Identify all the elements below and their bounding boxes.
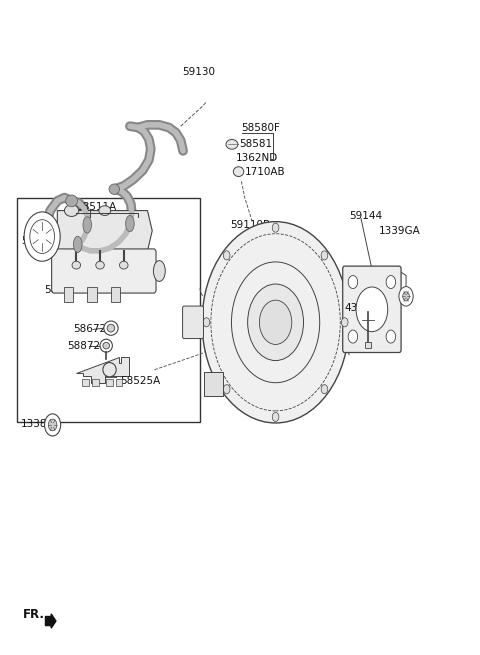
- Circle shape: [272, 413, 279, 421]
- Text: 1710AB: 1710AB: [245, 166, 286, 177]
- Circle shape: [386, 276, 396, 289]
- Bar: [92, 379, 98, 386]
- Ellipse shape: [96, 261, 104, 269]
- Circle shape: [202, 221, 349, 423]
- Bar: [63, 288, 73, 301]
- FancyBboxPatch shape: [182, 306, 204, 339]
- Polygon shape: [57, 211, 152, 251]
- Circle shape: [30, 219, 55, 253]
- Text: 1338BB: 1338BB: [21, 419, 61, 428]
- Ellipse shape: [66, 195, 77, 207]
- Ellipse shape: [120, 261, 128, 269]
- Ellipse shape: [233, 167, 244, 176]
- Ellipse shape: [154, 261, 165, 282]
- Text: 58525A: 58525A: [120, 376, 161, 386]
- Ellipse shape: [103, 363, 116, 377]
- Text: 58872: 58872: [67, 341, 100, 350]
- Ellipse shape: [356, 287, 388, 331]
- FancyBboxPatch shape: [343, 266, 401, 352]
- Circle shape: [341, 318, 348, 327]
- Circle shape: [48, 419, 57, 431]
- Circle shape: [321, 251, 328, 260]
- Circle shape: [399, 287, 413, 306]
- Ellipse shape: [103, 343, 109, 349]
- Bar: [106, 379, 113, 386]
- Text: 58581: 58581: [239, 140, 272, 149]
- Text: 59130: 59130: [182, 67, 215, 77]
- Ellipse shape: [99, 206, 111, 215]
- Bar: [111, 288, 120, 301]
- Circle shape: [386, 330, 396, 343]
- Circle shape: [248, 284, 303, 360]
- Circle shape: [223, 251, 230, 260]
- Ellipse shape: [107, 324, 115, 332]
- Bar: [365, 342, 371, 348]
- Ellipse shape: [72, 261, 81, 269]
- Circle shape: [348, 330, 358, 343]
- Ellipse shape: [100, 339, 112, 352]
- Ellipse shape: [64, 205, 79, 216]
- Bar: [116, 379, 122, 386]
- Circle shape: [203, 318, 210, 327]
- Circle shape: [223, 384, 230, 394]
- Ellipse shape: [226, 140, 238, 149]
- Ellipse shape: [104, 321, 118, 335]
- Ellipse shape: [73, 236, 82, 252]
- Circle shape: [259, 300, 292, 345]
- Circle shape: [272, 223, 279, 233]
- Text: 58580F: 58580F: [241, 123, 280, 133]
- Text: 59144: 59144: [349, 211, 382, 221]
- Circle shape: [348, 276, 358, 289]
- Bar: [87, 288, 96, 301]
- Ellipse shape: [83, 217, 92, 233]
- Text: 1362ND: 1362ND: [236, 153, 278, 163]
- Text: 58672: 58672: [73, 324, 106, 335]
- Bar: [17, 198, 200, 422]
- Text: 58511A: 58511A: [76, 202, 117, 212]
- Bar: [83, 379, 89, 386]
- Text: 58531A: 58531A: [21, 236, 61, 246]
- Polygon shape: [76, 357, 129, 383]
- FancyBboxPatch shape: [204, 372, 223, 396]
- FancyArrow shape: [46, 614, 56, 628]
- Text: 43777B: 43777B: [344, 303, 384, 313]
- Text: 1339GA: 1339GA: [379, 227, 421, 236]
- FancyBboxPatch shape: [52, 249, 156, 293]
- Text: 59110B: 59110B: [230, 220, 271, 230]
- Circle shape: [45, 414, 60, 436]
- Circle shape: [403, 291, 409, 301]
- Text: 58510A: 58510A: [45, 285, 84, 295]
- Ellipse shape: [126, 215, 134, 232]
- Text: FR.: FR.: [23, 608, 45, 621]
- Circle shape: [231, 262, 320, 383]
- Circle shape: [211, 234, 340, 411]
- Circle shape: [321, 384, 328, 394]
- Circle shape: [24, 212, 60, 261]
- Ellipse shape: [109, 184, 120, 195]
